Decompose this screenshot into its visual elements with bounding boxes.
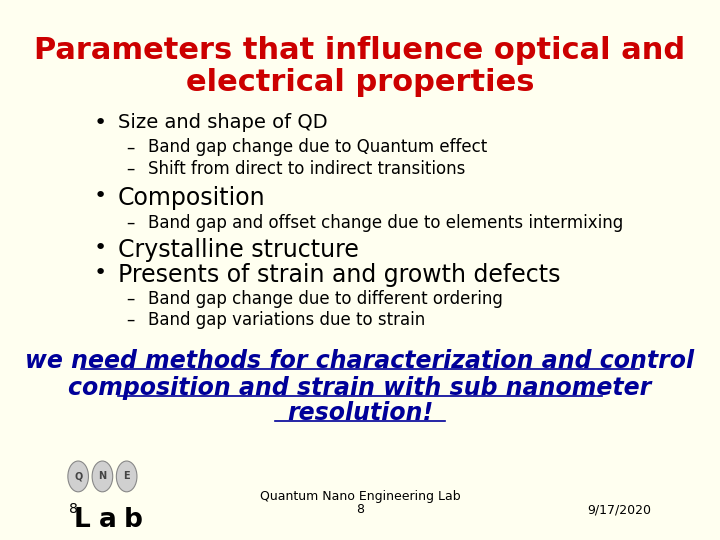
Text: 8: 8 [69, 502, 78, 516]
Text: Presents of strain and growth defects: Presents of strain and growth defects [117, 263, 560, 287]
Text: E: E [123, 471, 130, 482]
Text: –: – [127, 159, 135, 178]
Ellipse shape [92, 461, 113, 492]
Ellipse shape [68, 461, 89, 492]
Text: –: – [127, 214, 135, 232]
Text: 8: 8 [356, 503, 364, 516]
Text: Parameters that influence optical and: Parameters that influence optical and [35, 36, 685, 65]
Text: Composition: Composition [117, 186, 265, 210]
Text: Band gap and offset change due to elements intermixing: Band gap and offset change due to elemen… [148, 214, 623, 232]
Text: L: L [73, 507, 90, 533]
Text: –: – [127, 289, 135, 308]
Text: composition and strain with sub nanometer: composition and strain with sub nanomete… [68, 376, 652, 400]
Text: –: – [127, 311, 135, 329]
Text: Band gap change due to different ordering: Band gap change due to different orderin… [148, 289, 503, 308]
Text: Size and shape of QD: Size and shape of QD [117, 113, 327, 132]
Text: Q: Q [74, 471, 82, 482]
Text: •: • [94, 263, 107, 283]
Text: resolution!: resolution! [287, 401, 433, 424]
Text: b: b [124, 507, 143, 533]
Text: Quantum Nano Engineering Lab: Quantum Nano Engineering Lab [260, 490, 460, 503]
Text: Band gap change due to Quantum effect: Band gap change due to Quantum effect [148, 138, 487, 156]
Text: Band gap variations due to strain: Band gap variations due to strain [148, 311, 425, 329]
Ellipse shape [117, 461, 137, 492]
Text: •: • [94, 238, 107, 258]
Text: •: • [94, 186, 107, 206]
Text: Crystalline structure: Crystalline structure [117, 238, 359, 261]
Text: 9/17/2020: 9/17/2020 [587, 503, 651, 516]
Text: •: • [94, 113, 107, 133]
Text: a: a [99, 507, 117, 533]
Text: we need methods for characterization and control: we need methods for characterization and… [25, 349, 695, 373]
Text: –: – [127, 138, 135, 156]
Text: electrical properties: electrical properties [186, 68, 534, 97]
Text: N: N [99, 471, 107, 482]
Text: Shift from direct to indirect transitions: Shift from direct to indirect transition… [148, 159, 465, 178]
